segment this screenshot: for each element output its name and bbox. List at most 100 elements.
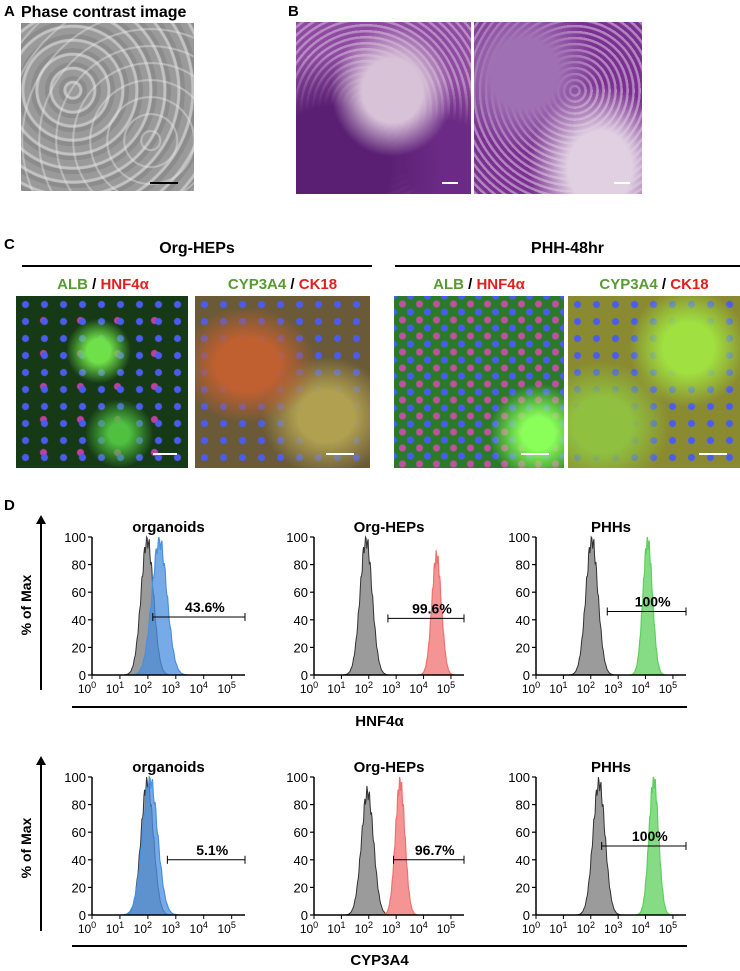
plot-title: organoids (132, 519, 205, 536)
x-tick-label: 100 (78, 920, 96, 936)
plot-title: organoids (132, 759, 205, 776)
row-label-hnf4a: HNF4α (355, 713, 404, 730)
gate-percentage-label: 43.6% (185, 599, 225, 615)
arrow-up-icon (36, 756, 46, 765)
y-tick-label: 0 (301, 908, 308, 923)
y-tick-label: 20 (72, 880, 86, 895)
y-tick-label: 20 (516, 640, 530, 655)
scale-bar (153, 453, 177, 455)
x-tick-label: 103 (162, 920, 180, 936)
scale-bar (699, 453, 727, 455)
x-tick-label: 100 (522, 920, 540, 936)
x-tick-label: 102 (355, 680, 373, 696)
y-tick-label: 0 (301, 668, 308, 683)
y-tick-label: 80 (294, 558, 308, 573)
x-tick-label: 100 (300, 920, 318, 936)
sample-histogram (629, 536, 666, 676)
phase-contrast-image (21, 23, 194, 191)
x-tick-label: 104 (409, 680, 427, 696)
x-tick-label: 105 (217, 920, 235, 936)
sample-histogram (418, 550, 455, 676)
group-underline (22, 265, 372, 267)
row-underline (72, 945, 687, 947)
org-heps-staining-image (296, 22, 471, 194)
x-tick-label: 102 (134, 920, 152, 936)
plot-title: Org-HEPs (354, 759, 425, 776)
x-tick-label: 100 (522, 680, 540, 696)
plot-title: PHHs (591, 759, 631, 776)
gate-percentage-label: 100% (635, 594, 671, 610)
panel-c-group-2: PHH-48hr (531, 240, 604, 257)
row-underline (72, 706, 687, 708)
y-tick-label: 80 (72, 798, 86, 813)
phh-48hr-staining-image (474, 22, 642, 194)
x-tick-label: 101 (106, 920, 124, 936)
y-tick-label: 60 (516, 825, 530, 840)
x-tick-label: 103 (382, 920, 400, 936)
x-tick-label: 105 (437, 920, 455, 936)
y-tick-label: 80 (516, 558, 530, 573)
panel-label-d: D (4, 497, 15, 514)
arrow-up-icon (36, 515, 46, 524)
x-tick-label: 102 (577, 920, 595, 936)
y-tick-label: 80 (72, 558, 86, 573)
y-tick-label: 60 (516, 585, 530, 600)
scale-bar (150, 182, 178, 184)
y-tick-label: 20 (294, 640, 308, 655)
x-tick-label: 101 (549, 680, 567, 696)
y-tick-label: 0 (523, 668, 530, 683)
x-tick-label: 102 (134, 680, 152, 696)
y-tick-label: 40 (516, 613, 530, 628)
row-label-cyp3a4: CYP3A4 (350, 952, 409, 969)
x-tick-label: 105 (659, 920, 677, 936)
y-tick-label: 100 (286, 770, 308, 785)
plot-title: PHHs (591, 519, 631, 536)
gate-percentage-label: 96.7% (415, 842, 455, 858)
x-tick-label: 101 (549, 920, 567, 936)
y-arrow-shaft (40, 522, 42, 690)
fluorescence-org-heps-alb-hnf4a (16, 296, 188, 468)
x-tick-label: 103 (382, 680, 400, 696)
y-tick-label: 40 (294, 613, 308, 628)
x-tick-label: 104 (190, 920, 208, 936)
scale-bar (442, 182, 458, 184)
y-tick-label: 100 (508, 770, 530, 785)
panel-label-c: C (4, 236, 15, 253)
panel-c-group-1: Org-HEPs (159, 240, 235, 257)
x-tick-label: 103 (604, 920, 622, 936)
panel-b-title-1-overlay: Org-HEPs (357, 4, 433, 21)
gate-percentage-label: 99.6% (412, 600, 452, 616)
x-tick-label: 104 (409, 920, 427, 936)
panel-b-title-1: Org-HEPs (357, 4, 433, 21)
y-tick-label: 40 (294, 853, 308, 868)
y-tick-label: 60 (72, 825, 86, 840)
scale-bar (521, 453, 549, 455)
control-histogram (575, 776, 622, 916)
x-tick-label: 103 (604, 680, 622, 696)
fluorescence-org-heps-cyp3a4-ck18 (195, 296, 370, 468)
y-tick-label: 0 (79, 668, 86, 683)
panel-a-title: Phase contrast image (21, 4, 187, 21)
scale-bar (326, 453, 354, 455)
y-tick-label: 20 (294, 880, 308, 895)
panel-label-a: A (4, 3, 15, 20)
x-tick-label: 105 (659, 680, 677, 696)
stain-label-alb-hnf4a: ALB / HNF4α (433, 276, 525, 293)
x-tick-label: 101 (327, 680, 345, 696)
fluorescence-phh-cyp3a4-ck18 (568, 296, 740, 468)
y-tick-label: 0 (79, 908, 86, 923)
x-tick-label: 104 (631, 680, 649, 696)
y-tick-label: 20 (72, 640, 86, 655)
y-tick-label: 40 (72, 613, 86, 628)
group-underline (395, 265, 740, 267)
panel-b-title-2: PHH-48hr (521, 4, 595, 21)
scale-bar (614, 182, 630, 184)
x-tick-label: 103 (162, 680, 180, 696)
y-tick-label: 60 (294, 585, 308, 600)
control-histogram (568, 535, 615, 676)
sample-histogram (130, 536, 188, 676)
x-tick-label: 105 (217, 680, 235, 696)
plot-title: Org-HEPs (354, 519, 425, 536)
x-tick-label: 105 (437, 680, 455, 696)
sample-histogram (381, 776, 419, 916)
